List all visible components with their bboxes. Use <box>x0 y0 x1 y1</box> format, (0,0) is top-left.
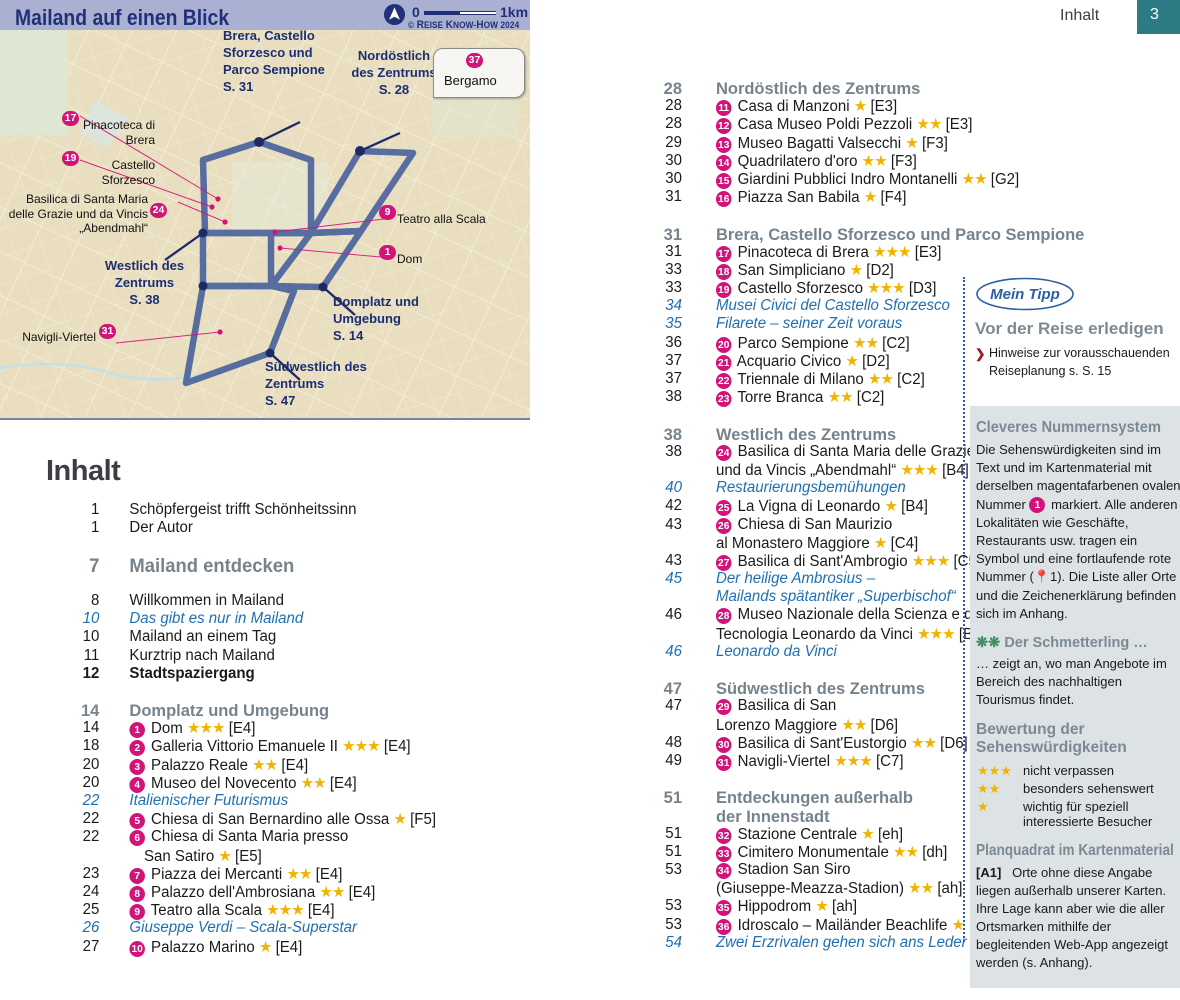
svg-text:Mein Tipp: Mein Tipp <box>990 286 1060 303</box>
